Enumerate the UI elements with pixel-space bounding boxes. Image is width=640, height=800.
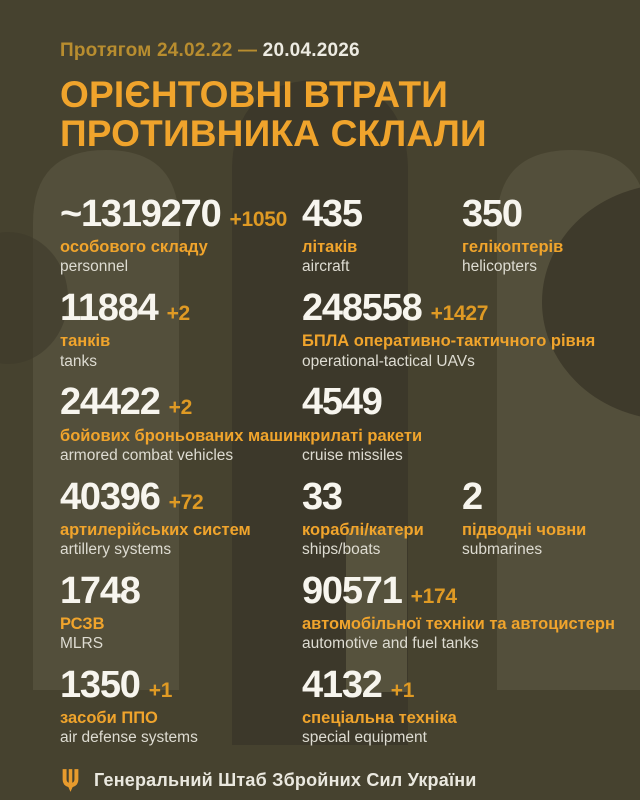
title-line-2: ПРОТИВНИКА СКЛАЛИ — [60, 113, 487, 155]
period-date: 20.04.2026 — [262, 40, 360, 61]
stat-label-en: artillery systems — [60, 540, 172, 558]
title-line-1: ОРІЄНТОВНІ ВТРАТИ — [60, 73, 449, 115]
stat-label-ua: кораблі/катери — [302, 520, 424, 539]
stat-label-en: MLRS — [60, 635, 104, 653]
stat-label-en: personnel — [60, 258, 129, 276]
stat-delta: +2 — [166, 302, 191, 326]
stat-label-ua: спеціальна техніка — [302, 709, 457, 728]
trident-icon — [62, 769, 79, 792]
stat-aircraft: 435 літаків aircraft — [302, 193, 462, 276]
stat-value: 248558 — [302, 287, 423, 330]
stat-label-en: cruise missiles — [302, 446, 403, 464]
stat-mlrs: 1748 РСЗВ MLRS — [60, 569, 302, 653]
stat-artillery: 40396 +72 артилерійських систем artillery… — [60, 475, 302, 559]
stat-delta: +1 — [390, 678, 415, 702]
stat-label-ua: гелікоптерів — [462, 238, 564, 257]
stat-label-en: air defense systems — [60, 729, 198, 747]
stat-value: 40396 — [60, 475, 161, 518]
stat-label-en: ships/boats — [302, 540, 381, 558]
stat-label-ua: крилаті ракети — [302, 426, 423, 445]
period-prefix: Протягом 24.02.22 — — [60, 40, 258, 61]
stat-label-ua: підводні човни — [462, 520, 587, 539]
stat-delta: +174 — [410, 584, 457, 608]
stat-label-en: operational-tactical UAVs — [302, 352, 475, 370]
stat-value: 350 — [462, 193, 523, 235]
stat-label-en: aircraft — [302, 258, 350, 276]
stat-value: 33 — [302, 475, 343, 518]
stat-delta: +2 — [168, 396, 193, 420]
stat-value: 1350 — [60, 663, 141, 706]
stat-value: 1748 — [60, 569, 141, 612]
footer-text: Генеральний Штаб Збройних Сил України — [94, 770, 477, 791]
stat-label-en: special equipment — [302, 729, 427, 747]
stat-delta: +72 — [168, 490, 204, 514]
stat-armored-vehicles: 24422 +2 бойових броньованих машин armore… — [60, 381, 304, 464]
stat-cruise-missiles: 4549 крилаті ракети cruise missiles — [302, 381, 610, 464]
stat-automotive: 90571 +174 автомобільної техніки та автоц… — [302, 569, 615, 653]
stat-label-ua: РСЗВ — [60, 614, 105, 633]
stat-label-en: helicopters — [462, 258, 537, 276]
stat-label-ua: автомобільної техніки та автоцистерн — [302, 614, 615, 633]
stat-label-ua: бойових броньованих машин — [60, 426, 304, 445]
stat-label-en: automotive and fuel tanks — [302, 635, 479, 653]
stat-special-equipment: 4132 +1 спеціальна техніка special equipm… — [302, 663, 610, 747]
stat-air-defense: 1350 +1 засоби ППО air defense systems — [60, 663, 302, 747]
stat-label-en: submarines — [462, 540, 543, 558]
stat-value: 4132 — [302, 663, 383, 706]
losses-grid: ~1319270 +1050 особового складу personnel… — [60, 193, 615, 747]
stat-value: 435 — [302, 193, 363, 235]
stat-value: ~1319270 — [60, 193, 222, 235]
stat-tanks: 11884 +2 танків tanks — [60, 287, 302, 370]
page-title: ОРІЄНТОВНІ ВТРАТИ ПРОТИВНИКА СКЛАЛИ — [60, 75, 610, 154]
stat-submarines: 2 підводні човни submarines — [462, 475, 610, 559]
stat-helicopters: 350 гелікоптерів helicopters — [462, 193, 610, 276]
stat-label-en: tanks — [60, 352, 98, 370]
stat-label-en: armored combat vehicles — [60, 446, 234, 464]
stat-label-ua: засоби ППО — [60, 709, 158, 728]
footer: Генеральний Штаб Збройних Сил України — [60, 768, 610, 793]
stat-label-ua: особового складу — [60, 238, 208, 257]
stat-value: 90571 — [302, 569, 403, 612]
stat-value: 2 — [462, 475, 483, 518]
stat-delta: +1050 — [229, 208, 288, 231]
stat-delta: +1 — [148, 678, 173, 702]
stat-uavs: 248558 +1427 БПЛА оперативно-тактичного р… — [302, 287, 610, 370]
stat-label-ua: БПЛА оперативно-тактичного рівня — [302, 332, 596, 351]
stat-personnel: ~1319270 +1050 особового складу personnel — [60, 193, 302, 276]
period-line: Протягом 24.02.22 — 20.04.2026 — [60, 40, 610, 62]
stat-value: 11884 — [60, 287, 159, 330]
stat-label-ua: артилерійських систем — [60, 520, 251, 539]
stat-value: 4549 — [302, 381, 383, 424]
stat-label-ua: танків — [60, 332, 111, 351]
stat-value: 24422 — [60, 381, 161, 424]
stat-label-ua: літаків — [302, 238, 358, 257]
stat-delta: +1427 — [430, 302, 489, 326]
stat-ships: 33 кораблі/катери ships/boats — [302, 475, 462, 559]
